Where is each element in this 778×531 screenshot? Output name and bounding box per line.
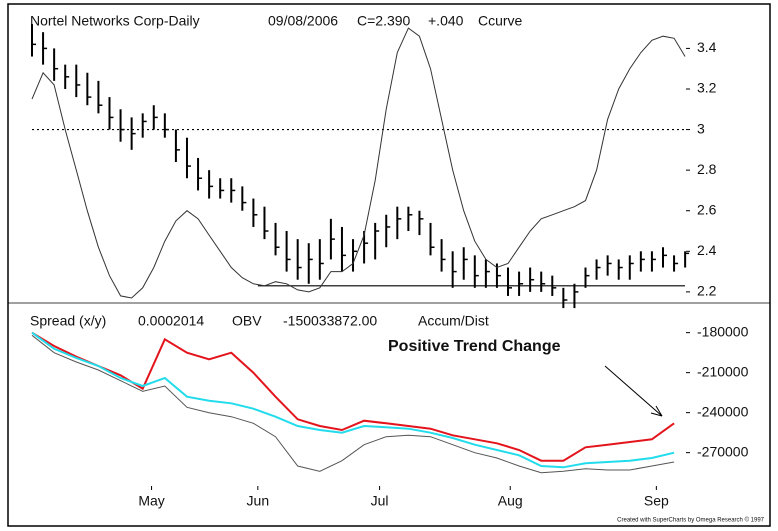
- curve-line: [31, 27, 686, 299]
- y-tick-label: -180000: [697, 323, 749, 339]
- y-tick-label: -240000: [697, 403, 749, 419]
- series-line: [31, 331, 675, 469]
- y-tick-label: 2.2: [697, 283, 717, 299]
- panel-label: -150033872.00: [283, 313, 377, 329]
- panel-label: Accum/Dist: [418, 313, 489, 329]
- y-tick-label: 2.6: [697, 201, 717, 217]
- annotation: Positive Trend Change: [388, 338, 561, 355]
- x-tick-label: Jun: [247, 493, 270, 509]
- y-tick-label: 3: [697, 120, 705, 136]
- y-tick-label: 3.4: [697, 39, 717, 55]
- series-line: [31, 331, 675, 462]
- chart-title: Nortel Networks Corp-Daily: [30, 13, 200, 29]
- panel-label: 0.0002014: [138, 313, 204, 329]
- footer: Created with SuperCharts by Omega Resear…: [617, 517, 764, 524]
- last-price: C=2.390: [357, 13, 411, 29]
- x-tick-label: Jul: [371, 493, 389, 509]
- x-tick-label: May: [138, 493, 164, 509]
- date: 09/08/2006: [268, 13, 338, 29]
- arrow: [604, 365, 663, 417]
- panel-label: OBV: [232, 313, 262, 329]
- y-tick-label: -210000: [697, 363, 749, 379]
- x-tick-label: Sep: [644, 493, 669, 509]
- x-tick-label: Aug: [498, 493, 523, 509]
- y-tick-label: 3.2: [697, 80, 717, 96]
- indicator-name: Ccurve: [478, 13, 523, 29]
- y-tick-label: 2.8: [697, 161, 717, 177]
- frame: [7, 3, 771, 527]
- arrow-head: [650, 405, 663, 417]
- series-line: [31, 334, 675, 474]
- y-tick-label: 2.4: [697, 242, 717, 258]
- panel-label: Spread (x/y): [30, 313, 106, 329]
- change: +.040: [428, 13, 464, 29]
- y-tick-label: -270000: [697, 443, 749, 459]
